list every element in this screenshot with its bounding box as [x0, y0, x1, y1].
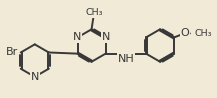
Text: O: O [180, 29, 189, 39]
Text: CH₃: CH₃ [85, 8, 103, 17]
Text: N: N [31, 72, 39, 82]
Text: N: N [73, 32, 82, 42]
Text: N: N [101, 32, 110, 42]
Text: Br: Br [6, 47, 18, 57]
Text: CH₃: CH₃ [195, 29, 212, 38]
Text: NH: NH [117, 54, 134, 64]
